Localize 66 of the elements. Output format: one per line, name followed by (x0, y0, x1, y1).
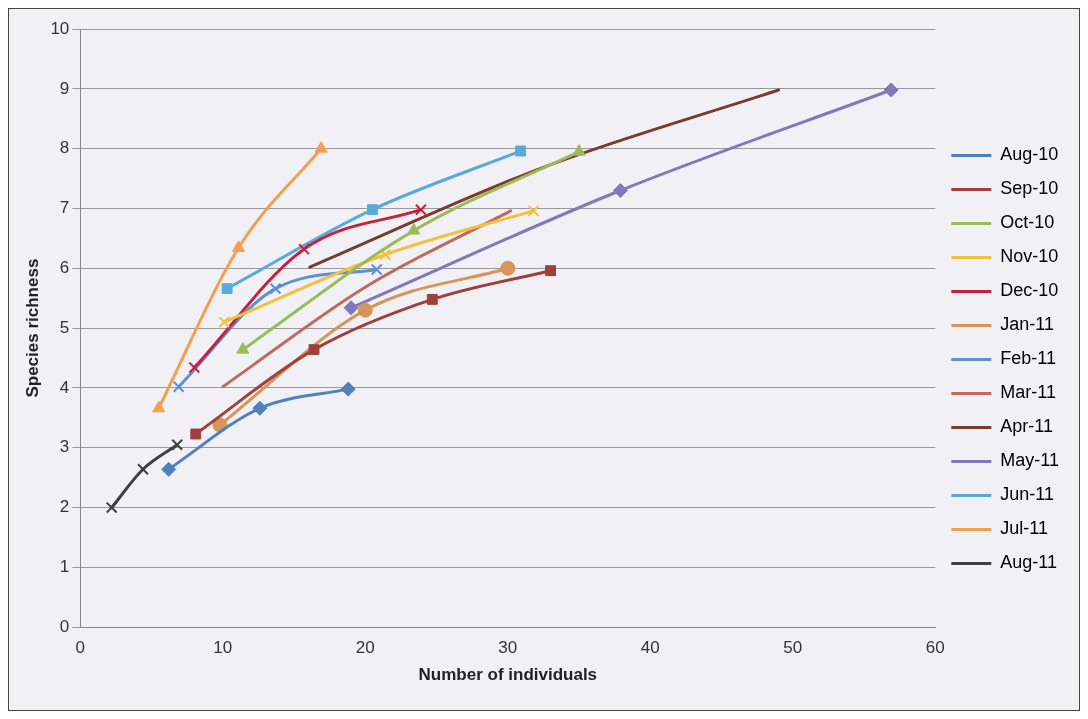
point (414, 203, 427, 216)
x-tick-label: 30 (498, 638, 518, 658)
legend-label: Aug-10 (1000, 144, 1059, 165)
point (137, 463, 149, 476)
y-axis-title: Species richness (22, 258, 42, 398)
point (298, 243, 310, 256)
y-tick-label: 6 (59, 257, 70, 277)
legend-label: Oct-10 (1000, 212, 1055, 233)
point (152, 400, 166, 413)
point (500, 260, 516, 276)
point (105, 501, 118, 514)
y-tick-label: 10 (50, 18, 70, 38)
x-tick-label: 10 (213, 638, 233, 658)
point (314, 141, 328, 153)
point (252, 400, 268, 416)
point (231, 240, 246, 252)
x-tick-label: 40 (640, 638, 660, 658)
legend-label: Feb-11 (1000, 348, 1057, 369)
legend-label: Apr-11 (1000, 416, 1054, 437)
y-tick-label: 7 (59, 198, 70, 218)
legend-label: Aug-11 (1000, 552, 1058, 573)
legend-label: Jan-11 (1000, 314, 1055, 335)
point (407, 223, 421, 235)
legend-label: May-11 (1000, 450, 1059, 471)
x-tick-label: 50 (783, 638, 803, 658)
y-tick-label: 2 (59, 497, 70, 517)
point (218, 316, 231, 329)
point (172, 380, 185, 393)
y-tick-label: 1 (59, 557, 70, 577)
point (171, 438, 184, 451)
y-tick-label: 5 (59, 317, 70, 337)
point (379, 248, 392, 261)
point (370, 263, 383, 276)
point (572, 144, 586, 156)
y-tick-label: 3 (59, 437, 70, 457)
legend-label: Mar-11 (1000, 382, 1056, 403)
legend-label: Jul-11 (1000, 518, 1049, 539)
point (269, 282, 282, 295)
point (190, 428, 202, 440)
legend-label: Dec-10 (1000, 280, 1059, 301)
point (236, 342, 250, 354)
legend-label: Sep-10 (1000, 178, 1059, 199)
point (343, 300, 359, 316)
y-tick-label: 0 (59, 616, 70, 636)
point (545, 265, 557, 277)
y-tick-label: 8 (59, 138, 70, 158)
point (221, 283, 233, 295)
point (883, 82, 899, 98)
x-tick-label: 0 (75, 638, 86, 658)
legend-label: Nov-10 (1000, 246, 1059, 267)
point (308, 344, 320, 356)
point (612, 183, 628, 199)
x-tick-label: 60 (925, 638, 945, 658)
y-tick-label: 4 (59, 377, 70, 397)
point (515, 145, 527, 157)
point (357, 302, 373, 318)
point (366, 204, 378, 216)
point (188, 361, 201, 374)
legend-label: Jun-11 (1000, 484, 1055, 505)
point (527, 204, 540, 217)
point (340, 381, 356, 397)
point (426, 293, 438, 305)
y-tick-label: 9 (59, 78, 70, 98)
x-axis-title: Number of individuals (418, 665, 598, 685)
point (161, 461, 177, 477)
x-tick-label: 20 (355, 638, 375, 658)
